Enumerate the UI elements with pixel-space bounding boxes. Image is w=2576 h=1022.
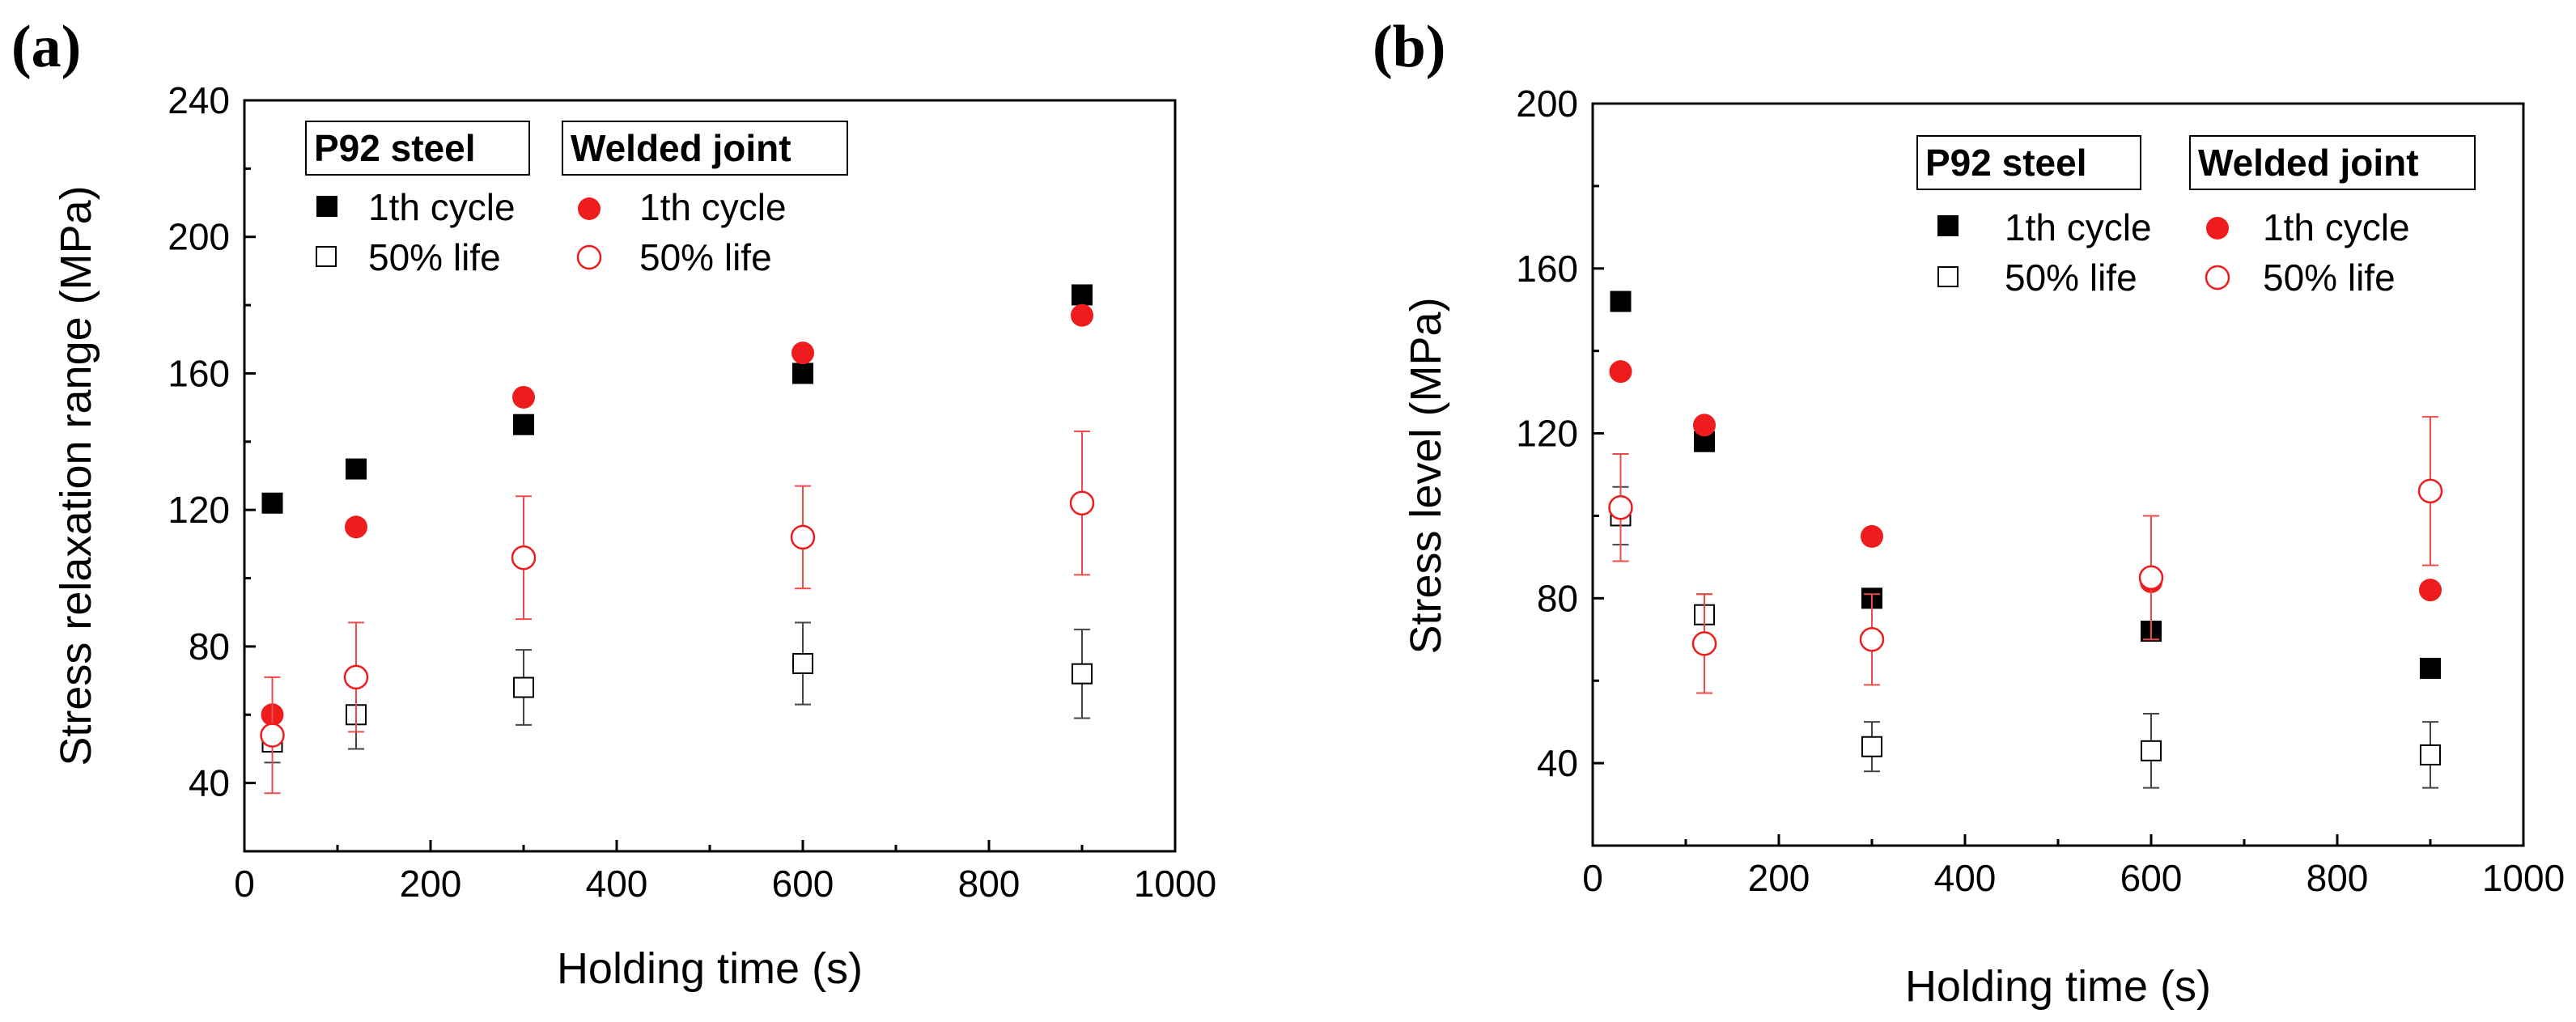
panel-a-p92-steel-50-life-point: [792, 653, 813, 674]
panel-b-axes: 0 200 400 600 800 1000 40 80 120 160 200: [1516, 83, 2565, 899]
panel-a-axes: 0 200 400 600 800 1000 40 80 120 160 200 240: [168, 79, 1216, 905]
panel-a-y-tick-label: 120: [168, 489, 230, 531]
panel-b-label: (b): [1373, 14, 1445, 80]
panel-a-legend-marker-p92-50: [316, 246, 337, 267]
panel-b-p92-steel-50-life-point: [2420, 744, 2441, 765]
panel-a-x-tick-label: 400: [586, 863, 648, 905]
panel-b-x-tick-label: 600: [2120, 857, 2183, 899]
panel-a-legend-label-p92-1th: 1th cycle: [368, 186, 516, 228]
panel-b-data-marks: [1608, 290, 2443, 789]
panel-b-welded-joint-50-life-point: [2138, 565, 2164, 591]
panel-a-legend-header-welded: Welded joint: [571, 127, 791, 169]
panel-a-welded-joint-1th-cycle-point: [512, 385, 535, 409]
panel-b-legend-marker-welded-50: [2205, 265, 2230, 290]
panel-b-y-axis-title: Stress level (MPa): [1402, 297, 1450, 654]
panel-a-x-tick-label: 1000: [1134, 863, 1216, 905]
panel-b-legend-marker-welded-1th: [2206, 217, 2229, 240]
panel-a: (a) 0 200 400 600 800 1000 40 80 120 160 200 240 Ho…: [11, 14, 1216, 993]
panel-b-legend-label-welded-1th: 1th cycle: [2263, 206, 2410, 248]
panel-a-x-axis-title: Holding time (s): [557, 944, 863, 993]
panel-a-legend-header-box-1: [305, 121, 530, 176]
panel-b-legend-header-welded: Welded joint: [2198, 142, 2419, 184]
panel-a-label: (a): [11, 14, 81, 80]
panel-a-legend-header-box-2: [562, 121, 848, 176]
panel-b-x-tick-label: 400: [1934, 857, 1997, 899]
panel-b-welded-joint-1th-cycle-point: [1609, 360, 1632, 384]
panel-a-y-tick-label: 80: [189, 625, 230, 668]
panel-a-legend-label-welded-1th: 1th cycle: [639, 186, 787, 228]
panel-a-p92-steel-1th-cycle-point: [261, 492, 283, 514]
panel-b-p92-steel-50-life-point: [2141, 740, 2162, 761]
panel-b-welded-joint-1th-cycle-point: [1861, 524, 1883, 548]
panel-b: (b) 0 200 400 600 800 1000 40 80 120 160 200 Holdi…: [1373, 14, 2565, 1011]
panel-b-legend-header-box-2: [2189, 135, 2476, 190]
panel-b-x-axis-title: Holding time (s): [1905, 962, 2211, 1011]
panel-a-p92-steel-1th-cycle-point: [792, 363, 813, 384]
panel-b-legend-header-p92: P92 steel: [1925, 142, 2086, 184]
panel-a-legend-marker-welded-50: [576, 244, 602, 270]
panel-a-data-marks: [260, 284, 1095, 795]
panel-a-x-tick-label: 600: [772, 863, 834, 905]
panel-a-x-tick-label: 800: [958, 863, 1021, 905]
panel-b-p92-steel-1th-cycle-point: [1610, 290, 1632, 312]
panel-b-y-tick-label: 40: [1537, 742, 1578, 784]
panel-b-legend-marker-p92-1th: [1937, 215, 1959, 236]
panel-a-legend-marker-p92-1th: [316, 196, 337, 217]
panel-b-legend-header-box-1: [1916, 135, 2141, 190]
panel-a-y-tick-label: 40: [189, 762, 230, 804]
panel-a-x-tick-label: 0: [234, 863, 255, 905]
panel-a-welded-joint-50-life-point: [511, 545, 537, 570]
panel-b-x-tick-label: 200: [1748, 857, 1810, 899]
panel-b-y-tick-label: 80: [1537, 577, 1578, 619]
panel-a-welded-joint-1th-cycle-point: [1071, 303, 1093, 327]
panel-a-x-tick-label: 200: [400, 863, 462, 905]
panel-b-y-tick-label: 160: [1516, 248, 1578, 290]
panel-b-y-tick-label: 120: [1516, 413, 1578, 455]
panel-b-y-tick-label: 200: [1516, 83, 1578, 125]
panel-b-welded-joint-1th-cycle-point: [2419, 579, 2442, 602]
panel-a-legend: P92 steel Welded joint 1th cycle 50% lif…: [305, 121, 848, 278]
panel-b-x-tick-label: 1000: [2482, 857, 2565, 899]
panel-a-p92-steel-1th-cycle-point: [513, 413, 534, 435]
panel-a-p92-steel-1th-cycle-point: [1072, 284, 1093, 306]
panel-a-p92-steel-1th-cycle-point: [346, 458, 367, 480]
panel-a-y-tick-label: 200: [168, 216, 230, 258]
panel-a-legend-marker-welded-1th: [578, 197, 601, 220]
panel-b-welded-joint-50-life-point: [1691, 631, 1717, 656]
panel-a-welded-joint-50-life-point: [790, 524, 816, 550]
panel-b-legend-marker-p92-50: [1937, 266, 1959, 287]
panel-a-legend-header-p92: P92 steel: [314, 127, 475, 169]
panel-a-legend-label-p92-50: 50% life: [368, 236, 501, 278]
panel-a-p92-steel-50-life-point: [1072, 663, 1093, 685]
panel-a-welded-joint-50-life-point: [260, 723, 285, 748]
panel-b-welded-joint-1th-cycle-point: [1693, 413, 1716, 437]
panel-a-y-axis-title: Stress relaxation range (MPa): [52, 185, 100, 765]
panel-a-legend-label-welded-50: 50% life: [639, 236, 772, 278]
panel-b-welded-joint-50-life-point: [1859, 627, 1885, 652]
panel-b-welded-joint-50-life-point: [2417, 478, 2443, 504]
panel-b-x-tick-label: 0: [1582, 857, 1603, 899]
panel-b-legend-label-p92-50: 50% life: [2005, 257, 2137, 299]
panel-a-y-tick-label: 240: [168, 79, 230, 121]
panel-b-legend-label-p92-1th: 1th cycle: [2005, 206, 2152, 248]
panel-a-y-tick-label: 160: [168, 352, 230, 394]
panel-a-welded-joint-50-life-point: [343, 664, 369, 690]
panel-b-x-tick-label: 800: [2307, 857, 2369, 899]
panel-a-welded-joint-1th-cycle-point: [791, 341, 814, 365]
panel-b-legend: P92 steel Welded joint 1th cycle 50% lif…: [1916, 135, 2476, 299]
panel-a-welded-joint-1th-cycle-point: [345, 515, 367, 539]
panel-a-welded-joint-50-life-point: [1069, 490, 1095, 515]
panel-b-p92-steel-1th-cycle-point: [2420, 657, 2441, 679]
panel-a-p92-steel-50-life-point: [513, 676, 534, 698]
panel-b-welded-joint-50-life-point: [1608, 495, 1633, 520]
panel-b-legend-label-welded-50: 50% life: [2263, 257, 2396, 299]
panel-b-p92-steel-50-life-point: [1861, 736, 1882, 757]
